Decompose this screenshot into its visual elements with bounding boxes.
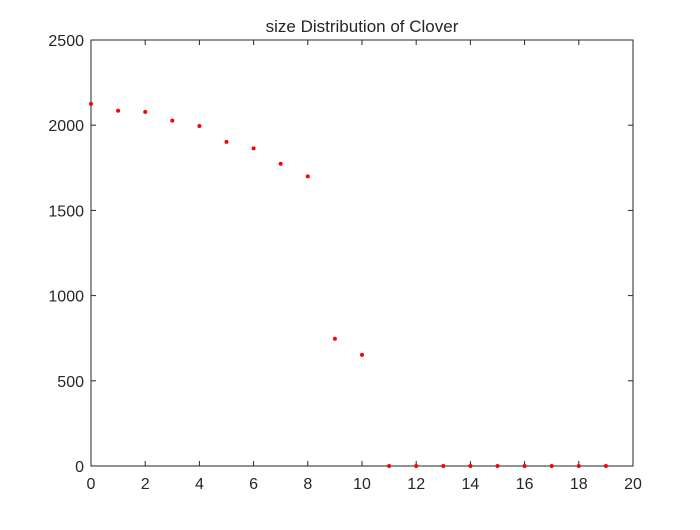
data-point	[495, 464, 500, 468]
axes-box	[90, 39, 634, 467]
chart-title: size Distribution of Clover	[266, 17, 459, 36]
y-tick-label: 500	[57, 374, 84, 391]
data-point	[170, 118, 175, 123]
data-point	[143, 109, 148, 114]
x-tick-label: 14	[462, 476, 480, 493]
data-point	[224, 139, 229, 144]
x-tick-label: 4	[195, 476, 204, 493]
x-tick-label: 2	[141, 476, 150, 493]
x-tick-label: 18	[570, 476, 588, 493]
x-tick-label: 12	[407, 476, 425, 493]
y-tick-label: 1000	[48, 289, 84, 306]
y-axis-ticks: 0 500 1000 1500 2000 2500	[48, 33, 633, 476]
y-tick-label: 1500	[48, 203, 84, 220]
x-tick-label: 8	[303, 476, 312, 493]
data-point	[549, 464, 554, 468]
plot-axes	[90, 39, 634, 467]
data-point	[116, 108, 121, 113]
data-point	[360, 352, 364, 357]
data-point	[332, 336, 337, 341]
x-tick-label: 20	[624, 476, 642, 493]
data-point	[305, 174, 310, 179]
data-point	[89, 101, 93, 106]
data-point	[197, 124, 202, 129]
y-tick-label: 2000	[48, 118, 84, 135]
data-point	[387, 464, 392, 468]
x-tick-label: 16	[516, 476, 534, 493]
x-tick-label: 6	[249, 476, 258, 493]
data-point	[576, 464, 581, 468]
data-point	[522, 464, 527, 468]
data-point	[603, 464, 608, 468]
data-point	[251, 146, 256, 151]
y-tick-label: 0	[75, 459, 84, 476]
data-points	[89, 101, 608, 468]
data-point	[468, 464, 473, 468]
data-point	[414, 464, 419, 468]
x-tick-label: 10	[353, 476, 371, 493]
y-tick-label: 2500	[48, 33, 84, 50]
data-point	[278, 161, 283, 166]
x-tick-label: 0	[87, 476, 96, 493]
data-point	[441, 464, 446, 468]
x-axis-ticks: 0 2 4 6 8 10 12 14 16 18 20	[87, 40, 642, 493]
